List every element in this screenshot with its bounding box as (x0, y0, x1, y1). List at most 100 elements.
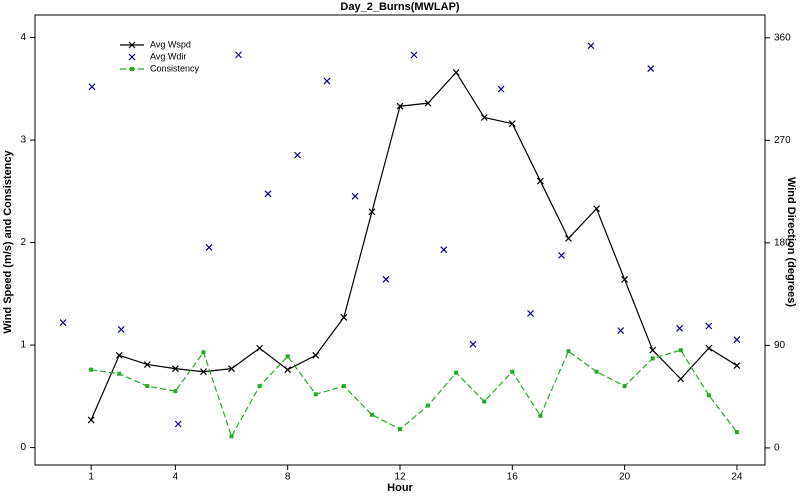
y2-tick-label: 360 (774, 32, 791, 43)
marker (145, 384, 150, 389)
marker (454, 370, 459, 375)
marker (733, 336, 741, 344)
marker (323, 77, 331, 85)
y-axis-title: Wind Speed (m/s) and Consistency (2, 149, 14, 333)
marker (87, 416, 95, 424)
marker (536, 177, 544, 185)
marker (396, 102, 404, 110)
y-tick-label: 3 (20, 135, 26, 146)
legend-marker (130, 67, 134, 71)
legend-marker (128, 41, 136, 49)
marker (340, 313, 348, 321)
series-line (90, 71, 738, 421)
x-tick-label: 1 (88, 472, 94, 483)
marker (284, 366, 292, 374)
series-line (91, 349, 738, 438)
marker (143, 361, 151, 368)
marker (482, 399, 487, 404)
marker (294, 151, 301, 159)
y-tick-label: 2 (20, 237, 26, 248)
x-tick-label: 4 (173, 472, 179, 483)
marker (647, 65, 655, 72)
marker (200, 368, 207, 376)
marker (527, 310, 534, 317)
marker (508, 120, 516, 128)
marker (650, 356, 655, 361)
marker (469, 340, 477, 348)
y2-axis-title: Wind Direction (degrees) (785, 177, 797, 307)
marker (201, 350, 206, 355)
legend-label: Avg Wdir (150, 51, 186, 61)
marker (171, 365, 179, 373)
marker (173, 389, 178, 394)
marker (256, 344, 264, 352)
marker (59, 319, 67, 327)
marker (565, 235, 572, 242)
y2-tick-label: 0 (774, 443, 780, 454)
marker (174, 420, 182, 428)
x-tick-label: 16 (507, 472, 519, 483)
y2-tick-label: 90 (774, 340, 786, 351)
marker (440, 246, 448, 254)
marker (587, 42, 595, 50)
marker (312, 351, 320, 359)
marker (594, 369, 599, 374)
x-tick-label: 24 (731, 472, 743, 483)
marker (734, 430, 739, 435)
y-tick-label: 0 (20, 442, 26, 453)
marker (229, 434, 234, 439)
marker (705, 344, 713, 352)
marker (313, 392, 318, 397)
marker (205, 243, 213, 251)
marker (369, 412, 374, 417)
marker (424, 99, 432, 107)
y2-tick-label: 180 (774, 237, 791, 248)
plot-frame (34, 14, 766, 466)
x-tick-label: 8 (285, 472, 291, 483)
marker (117, 326, 125, 333)
marker (706, 393, 711, 398)
marker (566, 349, 571, 354)
marker (426, 403, 431, 408)
marker (115, 351, 123, 359)
marker (621, 276, 629, 283)
y2-tick-label: 270 (774, 135, 791, 146)
x-tick-label: 20 (619, 472, 631, 483)
marker (705, 322, 713, 330)
marker (593, 205, 600, 213)
marker (285, 354, 290, 359)
marker (497, 85, 505, 93)
marker (480, 114, 488, 121)
marker (382, 275, 390, 283)
chart-title: Day_2_Burns(MWLAP) (340, 1, 460, 13)
y-tick-label: 4 (20, 32, 26, 43)
marker (264, 190, 272, 198)
y-tick-label: 1 (20, 340, 26, 351)
marker (678, 348, 683, 353)
marker (676, 324, 684, 332)
marker (88, 83, 96, 91)
x-axis-title: Hour (387, 482, 413, 494)
marker (89, 367, 94, 372)
marker (677, 375, 685, 383)
legend-label: Avg Wspd (150, 39, 191, 49)
marker (452, 68, 460, 76)
marker (341, 384, 346, 389)
marker (649, 346, 657, 354)
marker (257, 384, 262, 389)
marker (351, 192, 359, 200)
marker (538, 413, 543, 418)
legend-marker (128, 53, 136, 61)
marker (617, 327, 625, 334)
marker (510, 369, 515, 374)
marker (733, 362, 741, 369)
legend-label: Consistency (150, 63, 200, 73)
marker (117, 371, 122, 376)
marker (410, 51, 418, 59)
marker (622, 384, 627, 389)
marker (558, 251, 565, 259)
x-tick-label: 12 (394, 472, 406, 483)
marker (235, 51, 242, 59)
marker (368, 208, 376, 216)
